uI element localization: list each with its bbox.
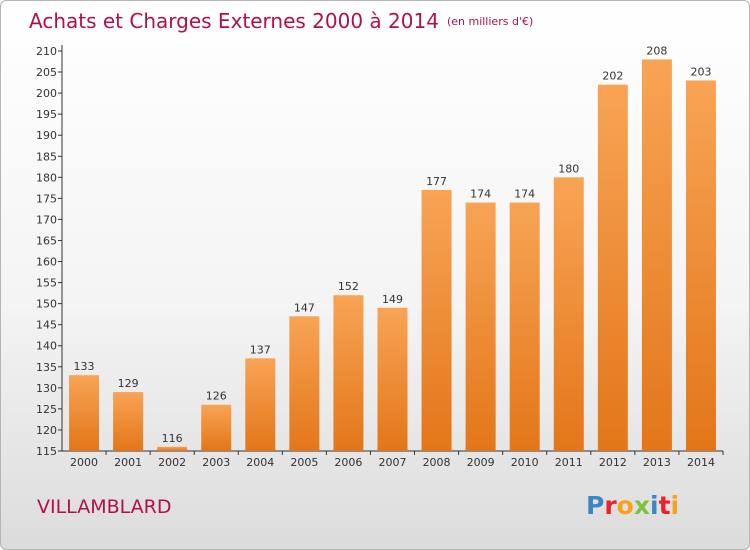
y-tick-label: 125 <box>36 403 57 416</box>
bar <box>685 80 716 451</box>
y-tick-label: 165 <box>36 234 57 247</box>
data-label: 149 <box>382 293 403 306</box>
bar <box>201 404 232 451</box>
axes: 115 120 125 130 135 140 145 150 155 160 165 170 175 1… <box>36 45 724 469</box>
x-tick-label: 2003 <box>202 456 230 469</box>
logo-letter: r <box>604 491 617 520</box>
title-unit: (en milliers d'€) <box>446 15 534 28</box>
bar <box>333 295 364 451</box>
x-tick-label: 2005 <box>290 456 318 469</box>
y-tick-label: 115 <box>36 445 57 458</box>
x-tick-label: 2000 <box>70 456 98 469</box>
bar <box>289 316 320 451</box>
data-label: 202 <box>602 70 623 83</box>
data-label: 129 <box>118 377 139 390</box>
y-tick-label: 175 <box>36 192 57 205</box>
x-tick-label: 2010 <box>511 456 539 469</box>
x-tick-label: 2006 <box>334 456 362 469</box>
bar <box>553 177 584 451</box>
y-tick-label: 195 <box>36 108 57 121</box>
bar <box>421 189 452 451</box>
data-label: 203 <box>690 65 711 78</box>
y-tick-label: 145 <box>36 319 57 332</box>
logo-letter: o <box>616 491 634 520</box>
x-tick-label: 2007 <box>379 456 407 469</box>
x-tick-label: 2001 <box>114 456 142 469</box>
logo-letter: i <box>650 491 659 520</box>
y-tick-label: 170 <box>36 213 57 226</box>
data-label: 152 <box>338 280 359 293</box>
data-label: 174 <box>470 188 491 201</box>
x-tick-label: 2002 <box>158 456 186 469</box>
y-tick-label: 205 <box>36 66 57 79</box>
data-label: 147 <box>294 301 315 314</box>
bar <box>597 84 628 452</box>
bar <box>465 202 496 451</box>
logo-letter: x <box>633 491 650 520</box>
x-tick-label: 2008 <box>423 456 451 469</box>
bars <box>69 59 716 452</box>
chart-title: Achats et Charges Externes 2000 à 2014 (e… <box>29 9 533 33</box>
bar <box>377 307 408 451</box>
data-labels: 133 129 116 126 137 147 152 149 177 174 174 180 202 2… <box>74 44 712 444</box>
y-tick-label: 200 <box>36 87 57 100</box>
data-label: 126 <box>206 390 227 403</box>
y-tick-label: 120 <box>36 424 57 437</box>
y-tick-label: 185 <box>36 150 57 163</box>
x-tick-label: 2012 <box>599 456 627 469</box>
logo-letter: i <box>670 491 680 520</box>
title-text: Achats et Charges Externes 2000 à 2014 <box>29 9 439 33</box>
x-tick-label: 2004 <box>246 456 274 469</box>
y-tick-label: 135 <box>36 361 57 374</box>
x-tick-label: 2014 <box>687 456 715 469</box>
bar <box>113 392 144 451</box>
y-tick-label: 180 <box>36 171 57 184</box>
data-label: 174 <box>514 188 535 201</box>
proxiti-logo[interactable]: Proxiti <box>586 491 679 520</box>
logo-letter: P <box>586 491 605 520</box>
commune-name: VILLAMBLARD <box>37 496 172 518</box>
bar <box>641 59 672 451</box>
data-label: 180 <box>558 162 579 175</box>
y-tick-label: 190 <box>36 129 57 142</box>
y-tick-label: 150 <box>36 298 57 311</box>
bar <box>245 358 276 451</box>
data-label: 177 <box>426 175 447 188</box>
x-tick-label: 2009 <box>467 456 495 469</box>
data-label: 137 <box>250 343 271 356</box>
y-tick-label: 160 <box>36 256 57 269</box>
logo-letter: t <box>658 491 671 520</box>
data-label: 208 <box>646 44 667 57</box>
x-tick-label: 2013 <box>643 456 671 469</box>
y-tick-label: 155 <box>36 277 57 290</box>
x-tick-label: 2011 <box>555 456 583 469</box>
y-tick-label: 210 <box>36 45 57 58</box>
bar <box>69 375 100 451</box>
bar <box>157 446 188 451</box>
y-tick-label: 130 <box>36 382 57 395</box>
y-tick-label: 140 <box>36 340 57 353</box>
data-label: 133 <box>74 360 95 373</box>
data-label: 116 <box>162 432 183 445</box>
bar <box>509 202 540 451</box>
